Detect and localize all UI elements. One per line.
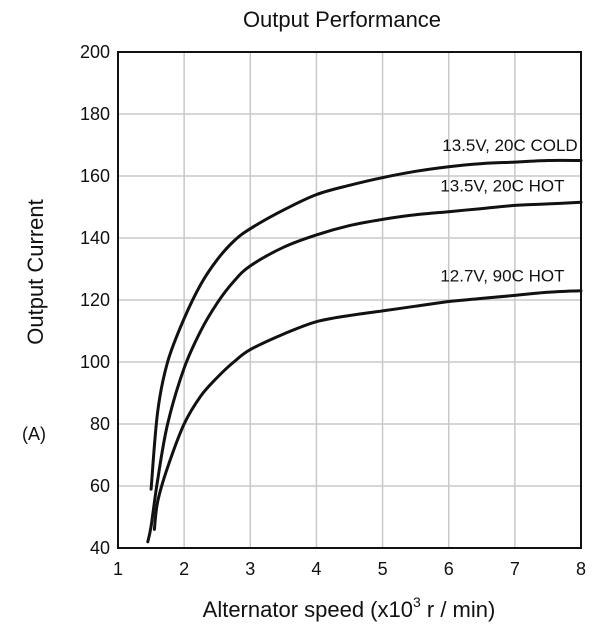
x-tick-label: 4 [311, 559, 321, 579]
y-axis-unit: (A) [22, 424, 46, 444]
y-tick-label: 40 [90, 538, 110, 558]
x-axis-label-superscript: 3 [413, 594, 421, 610]
x-axis-label: Alternator speed (x103 r / min) [203, 594, 496, 622]
y-tick-label: 60 [90, 476, 110, 496]
x-tick-label: 3 [245, 559, 255, 579]
x-tick-label: 6 [444, 559, 454, 579]
series-lines [146, 158, 583, 544]
y-tick-label: 180 [80, 104, 110, 124]
series-label-1: 13.5V, 20C COLD [442, 136, 577, 155]
x-tick-label: 8 [576, 559, 586, 579]
x-tick-label: 1 [113, 559, 123, 579]
series-labels: 13.5V, 20C COLD 13.5V, 20C HOT 12.7V, 90C … [440, 136, 577, 285]
x-tick-label: 7 [510, 559, 520, 579]
y-tick-label: 160 [80, 166, 110, 186]
y-tick-label: 80 [90, 414, 110, 434]
series-line-3 [152, 289, 583, 531]
plot-frame [117, 51, 582, 549]
x-tick-label: 2 [179, 559, 189, 579]
y-tick-label: 200 [80, 42, 110, 62]
series-line-1 [149, 158, 583, 491]
grid-layer [118, 52, 581, 548]
series-line-2 [146, 200, 583, 544]
x-axis-label-main: Alternator speed (x10 [203, 597, 413, 622]
y-axis-label: Output Current [23, 199, 48, 345]
chart-title: Output Performance [243, 7, 441, 32]
y-tick-labels: 40 60 80 100 120 140 160 180 200 [80, 42, 110, 558]
series-label-2: 13.5V, 20C HOT [440, 177, 564, 196]
y-tick-label: 100 [80, 352, 110, 372]
y-tick-label: 120 [80, 290, 110, 310]
x-tick-label: 5 [378, 559, 388, 579]
x-tick-labels: 1 2 3 4 5 6 7 8 [113, 559, 586, 579]
series-label-3: 12.7V, 90C HOT [440, 266, 564, 285]
x-axis-label-suffix: r / min) [421, 597, 496, 622]
y-tick-label: 140 [80, 228, 110, 248]
